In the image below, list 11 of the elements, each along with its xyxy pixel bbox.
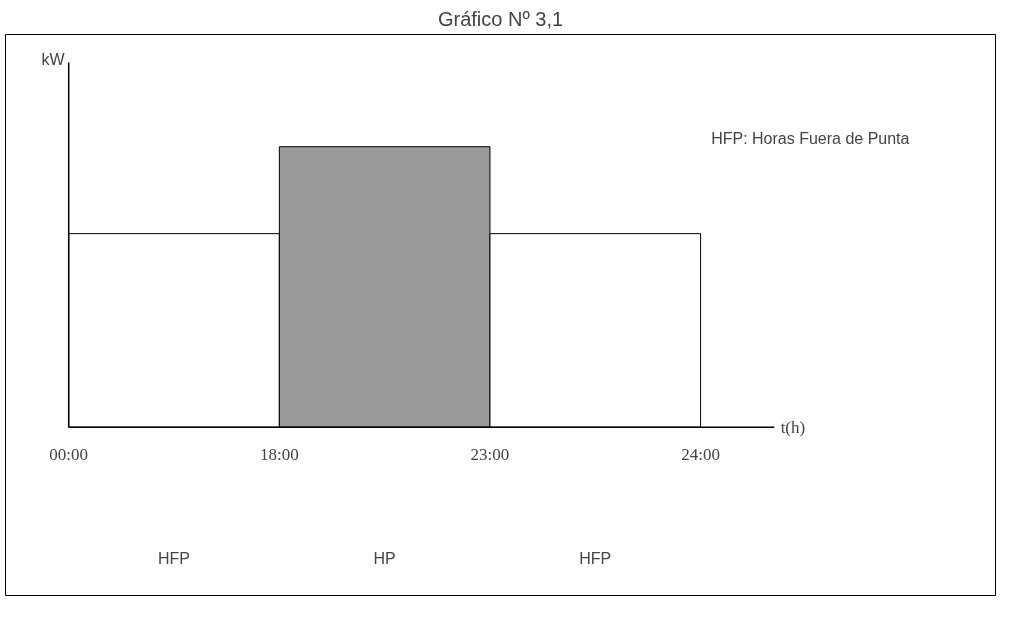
text: 00:00 <box>49 444 89 464</box>
x-tick-label: HFP <box>579 550 612 568</box>
text: 24:00 <box>681 444 720 464</box>
annotation: HFP: Horas Fuera de Punta <box>711 129 910 147</box>
text: 23:00 <box>470 444 510 464</box>
x-tick-label: HFP <box>158 550 191 568</box>
x-tick-label: HP <box>373 550 396 568</box>
chart-title: Gráfico Nº 3,1 <box>437 7 564 30</box>
y-axis-title: kW <box>41 51 66 69</box>
x-axis-title: t(h) <box>780 417 806 437</box>
text: 18:00 <box>259 444 299 464</box>
